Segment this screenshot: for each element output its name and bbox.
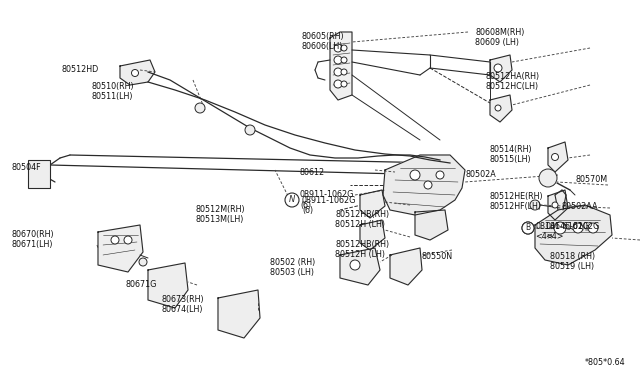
Text: 80502A: 80502A [465, 170, 496, 179]
Polygon shape [415, 210, 448, 240]
Circle shape [111, 236, 119, 244]
Text: N: N [289, 196, 295, 205]
Circle shape [334, 44, 342, 52]
Circle shape [350, 260, 360, 270]
Polygon shape [148, 263, 188, 308]
Text: 80512M(RH)
80513M(LH): 80512M(RH) 80513M(LH) [195, 205, 244, 224]
Circle shape [131, 70, 138, 77]
Polygon shape [490, 55, 512, 82]
Text: 08911-1062G
(6): 08911-1062G (6) [302, 196, 356, 215]
Polygon shape [218, 290, 260, 338]
Text: 80502AA: 80502AA [562, 202, 598, 211]
Polygon shape [390, 248, 422, 285]
Circle shape [522, 222, 534, 234]
Text: 80570M: 80570M [575, 175, 607, 184]
Text: 08146-6102G
<4>: 08146-6102G <4> [545, 222, 599, 241]
Text: 80512HA(RH)
80512HC(LH): 80512HA(RH) 80512HC(LH) [485, 72, 539, 92]
Circle shape [334, 56, 342, 64]
Polygon shape [340, 248, 380, 285]
Circle shape [341, 69, 347, 75]
Circle shape [494, 64, 502, 72]
Text: 08911-1062G
(6): 08911-1062G (6) [300, 190, 355, 210]
Text: 80670(RH)
80671(LH): 80670(RH) 80671(LH) [12, 230, 54, 249]
Circle shape [341, 81, 347, 87]
Circle shape [285, 193, 299, 207]
Circle shape [124, 236, 132, 244]
Text: 80504F: 80504F [12, 163, 42, 172]
Text: 80608M(RH)
80609 (LH): 80608M(RH) 80609 (LH) [475, 28, 524, 47]
Polygon shape [383, 155, 465, 215]
Circle shape [424, 181, 432, 189]
Text: 80512HD: 80512HD [62, 65, 99, 74]
Circle shape [573, 223, 583, 233]
Circle shape [539, 169, 557, 187]
Polygon shape [330, 32, 352, 100]
Polygon shape [120, 60, 155, 85]
Circle shape [341, 57, 347, 63]
Text: *805*0.64: *805*0.64 [584, 358, 625, 367]
Text: 80605(RH)
80606(LH): 80605(RH) 80606(LH) [302, 32, 344, 51]
Circle shape [554, 222, 566, 234]
Text: 80514(RH)
80515(LH): 80514(RH) 80515(LH) [490, 145, 532, 164]
Circle shape [195, 103, 205, 113]
Circle shape [139, 258, 147, 266]
Polygon shape [490, 95, 512, 122]
Circle shape [334, 68, 342, 76]
Text: 80550N: 80550N [422, 252, 453, 261]
Text: 80512HB(RH)
80512H (LH): 80512HB(RH) 80512H (LH) [335, 210, 389, 230]
Bar [28, 160, 50, 188]
Text: 80671G: 80671G [125, 280, 156, 289]
Polygon shape [535, 205, 612, 265]
Circle shape [552, 202, 558, 208]
Text: 80673(RH)
80674(LH): 80673(RH) 80674(LH) [162, 295, 205, 314]
Circle shape [334, 80, 342, 88]
Circle shape [436, 171, 444, 179]
Polygon shape [360, 220, 385, 250]
Text: 80512HB(RH)
80512H (LH): 80512HB(RH) 80512H (LH) [335, 240, 389, 259]
Circle shape [410, 170, 420, 180]
Polygon shape [98, 225, 143, 272]
Text: 80512HE(RH)
80512HF(LH): 80512HE(RH) 80512HF(LH) [490, 192, 543, 211]
Circle shape [522, 222, 534, 234]
Text: B: B [525, 224, 531, 232]
Circle shape [552, 154, 559, 160]
Polygon shape [360, 190, 385, 218]
Circle shape [341, 45, 347, 51]
Text: 80518 (RH)
80519 (LH): 80518 (RH) 80519 (LH) [550, 252, 595, 272]
Circle shape [245, 125, 255, 135]
Circle shape [530, 200, 540, 210]
Text: 08146-6102G
<4>: 08146-6102G <4> [535, 222, 589, 241]
Circle shape [588, 223, 598, 233]
Text: 80612: 80612 [300, 168, 325, 177]
Polygon shape [548, 142, 568, 172]
Circle shape [495, 105, 501, 111]
Text: 80510(RH)
80511(LH): 80510(RH) 80511(LH) [92, 82, 134, 102]
Text: 80502 (RH)
80503 (LH): 80502 (RH) 80503 (LH) [270, 258, 316, 278]
Polygon shape [548, 190, 568, 220]
